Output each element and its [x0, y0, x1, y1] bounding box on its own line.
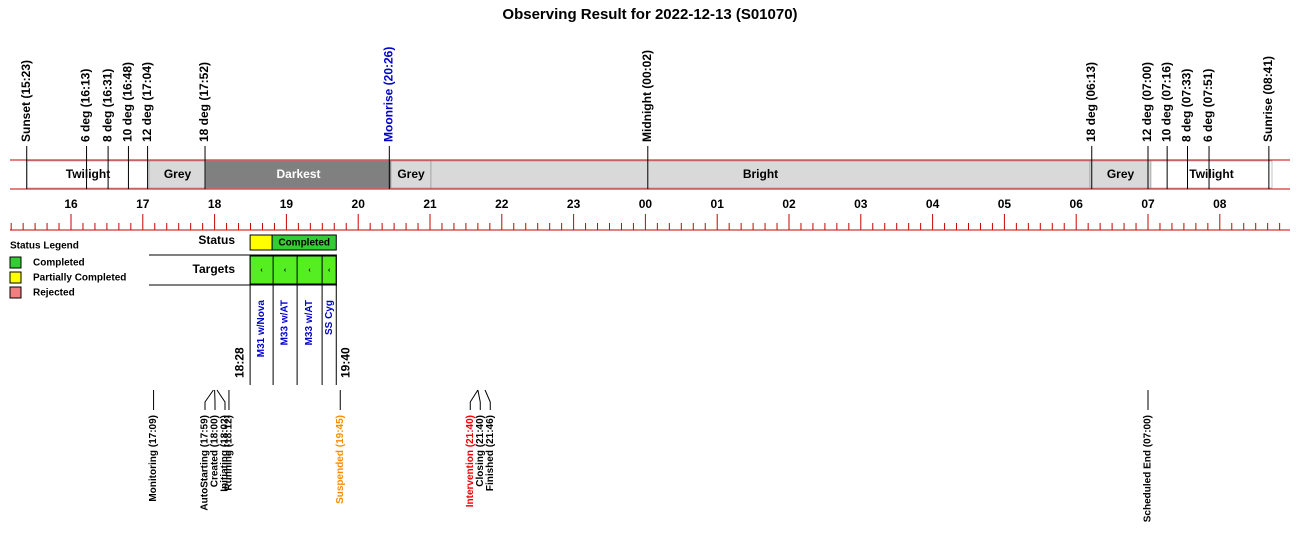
bands: Twilight Grey Darkest Grey Bright Grey Twiligh… — [26, 160, 1273, 189]
hour-label: 00 — [639, 197, 653, 211]
hour-label: 17 — [136, 197, 150, 211]
hour-label: 22 — [495, 197, 509, 211]
marker-label: 6 deg (07:51) — [1201, 69, 1215, 142]
event-label: Initiating (18:02) — [220, 415, 231, 492]
hour-label: 04 — [926, 197, 940, 211]
legend-swatch — [9, 271, 22, 284]
band — [1089, 160, 1152, 189]
marker-label: Moonrise (20:26) — [381, 47, 395, 142]
marker-label: 18 deg (17:52) — [197, 62, 211, 142]
event-line — [469, 389, 479, 410]
marker-label: 6 deg (16:13) — [79, 69, 93, 142]
band-label: Twilight — [66, 167, 110, 181]
window-end: 19:40 — [338, 347, 352, 378]
target-arrow: ‹ — [328, 267, 331, 274]
marker-label: 10 deg (07:16) — [1159, 62, 1173, 142]
event-label: Created (18:00) — [210, 415, 221, 487]
events: Monitoring (17:09) AutoStarting (17:59) Cr… — [148, 389, 1154, 522]
hour-label: 01 — [711, 197, 725, 211]
hour-label: 02 — [782, 197, 796, 211]
observation-block: Status Targets Completed ‹ M31 w/Nova ‹ M33 … — [149, 233, 352, 385]
hour-label: 08 — [1213, 197, 1227, 211]
event-label: Scheduled End (07:00) — [1143, 415, 1154, 522]
targets-label: Targets — [193, 262, 236, 276]
marker-label: Sunrise (08:41) — [1261, 56, 1275, 142]
marker-label: Midnight (00:02) — [640, 50, 654, 142]
status-text: Completed — [278, 238, 330, 249]
target-name: M33 w/AT — [304, 300, 315, 345]
title: Observing Result for 2022-12-13 (S01070) — [502, 6, 797, 23]
hour-label: 18 — [208, 197, 222, 211]
event-label: Finished (21:46) — [485, 415, 496, 491]
status-legend: Status Legend Completed Partially Complet… — [9, 241, 126, 299]
legend-items: Completed Partially Completed Rejected — [9, 256, 126, 299]
targets-bar — [249, 255, 337, 285]
window-start: 18:28 — [232, 347, 246, 378]
target-name: M31 w/Nova — [256, 300, 267, 358]
band — [430, 160, 1091, 189]
target-name: SS Cyg — [324, 300, 335, 335]
event-label: Closing (21:40) — [475, 415, 486, 487]
status-label: Status — [198, 233, 235, 247]
event-label: Intervention (21:40) — [465, 415, 476, 507]
marker-label: 12 deg (07:00) — [1140, 62, 1154, 142]
band — [1150, 160, 1273, 189]
legend-label: Rejected — [33, 288, 75, 299]
event-label: Running (18:12) — [224, 415, 235, 491]
top-markers: Sunset (15:23) 6 deg (16:13) 8 deg (16:31)… — [19, 47, 1275, 189]
hour-label: 16 — [64, 197, 78, 211]
band-label: Grey — [397, 167, 425, 181]
hour-label: 19 — [280, 197, 294, 211]
legend-swatch — [9, 286, 22, 299]
band — [148, 160, 207, 189]
hour-label: 06 — [1070, 197, 1084, 211]
marker-label: 8 deg (07:33) — [1180, 69, 1194, 142]
hour-label: 03 — [854, 197, 868, 211]
legend-swatch — [9, 256, 22, 269]
hour-label: 20 — [352, 197, 366, 211]
event-label: AutoStarting (17:59) — [200, 415, 211, 511]
status-completed — [271, 234, 337, 251]
target-arrow: ‹ — [308, 267, 311, 274]
hour-label: 21 — [423, 197, 437, 211]
legend-label: Partially Completed — [33, 273, 126, 284]
event-line — [204, 389, 214, 410]
marker-label: 8 deg (16:31) — [100, 69, 114, 142]
hour-axis: 16 17 18 19 20 21 22 23 00 01 02 03 04 05 06 07 08 — [10, 197, 1281, 230]
status-partial — [249, 234, 273, 251]
band-label: Grey — [164, 167, 192, 181]
band-label: Bright — [743, 167, 778, 181]
event-label: Suspended (19:45) — [335, 415, 346, 504]
hour-label: 07 — [1141, 197, 1155, 211]
marker-label: 12 deg (17:04) — [140, 62, 154, 142]
event-line — [484, 389, 491, 410]
event-label: Monitoring (17:09) — [148, 415, 159, 502]
band-label: Grey — [1107, 167, 1135, 181]
band — [205, 160, 392, 189]
hour-label: 23 — [567, 197, 581, 211]
legend-title: Status Legend — [10, 241, 79, 252]
target-arrow: ‹ — [260, 267, 263, 274]
target-name: M33 w/AT — [280, 300, 291, 345]
band-label: Twilight — [1189, 167, 1233, 181]
event-line — [216, 389, 226, 410]
legend-label: Completed — [33, 258, 85, 269]
marker-label: Sunset (15:23) — [19, 60, 33, 142]
target-arrow: ‹ — [284, 267, 287, 274]
marker-label: 10 deg (16:48) — [121, 62, 135, 142]
marker-label: 18 deg (06:13) — [1084, 62, 1098, 142]
event-line — [477, 389, 481, 410]
hour-label: 05 — [998, 197, 1012, 211]
band-label: Darkest — [276, 167, 320, 181]
band — [390, 160, 432, 189]
